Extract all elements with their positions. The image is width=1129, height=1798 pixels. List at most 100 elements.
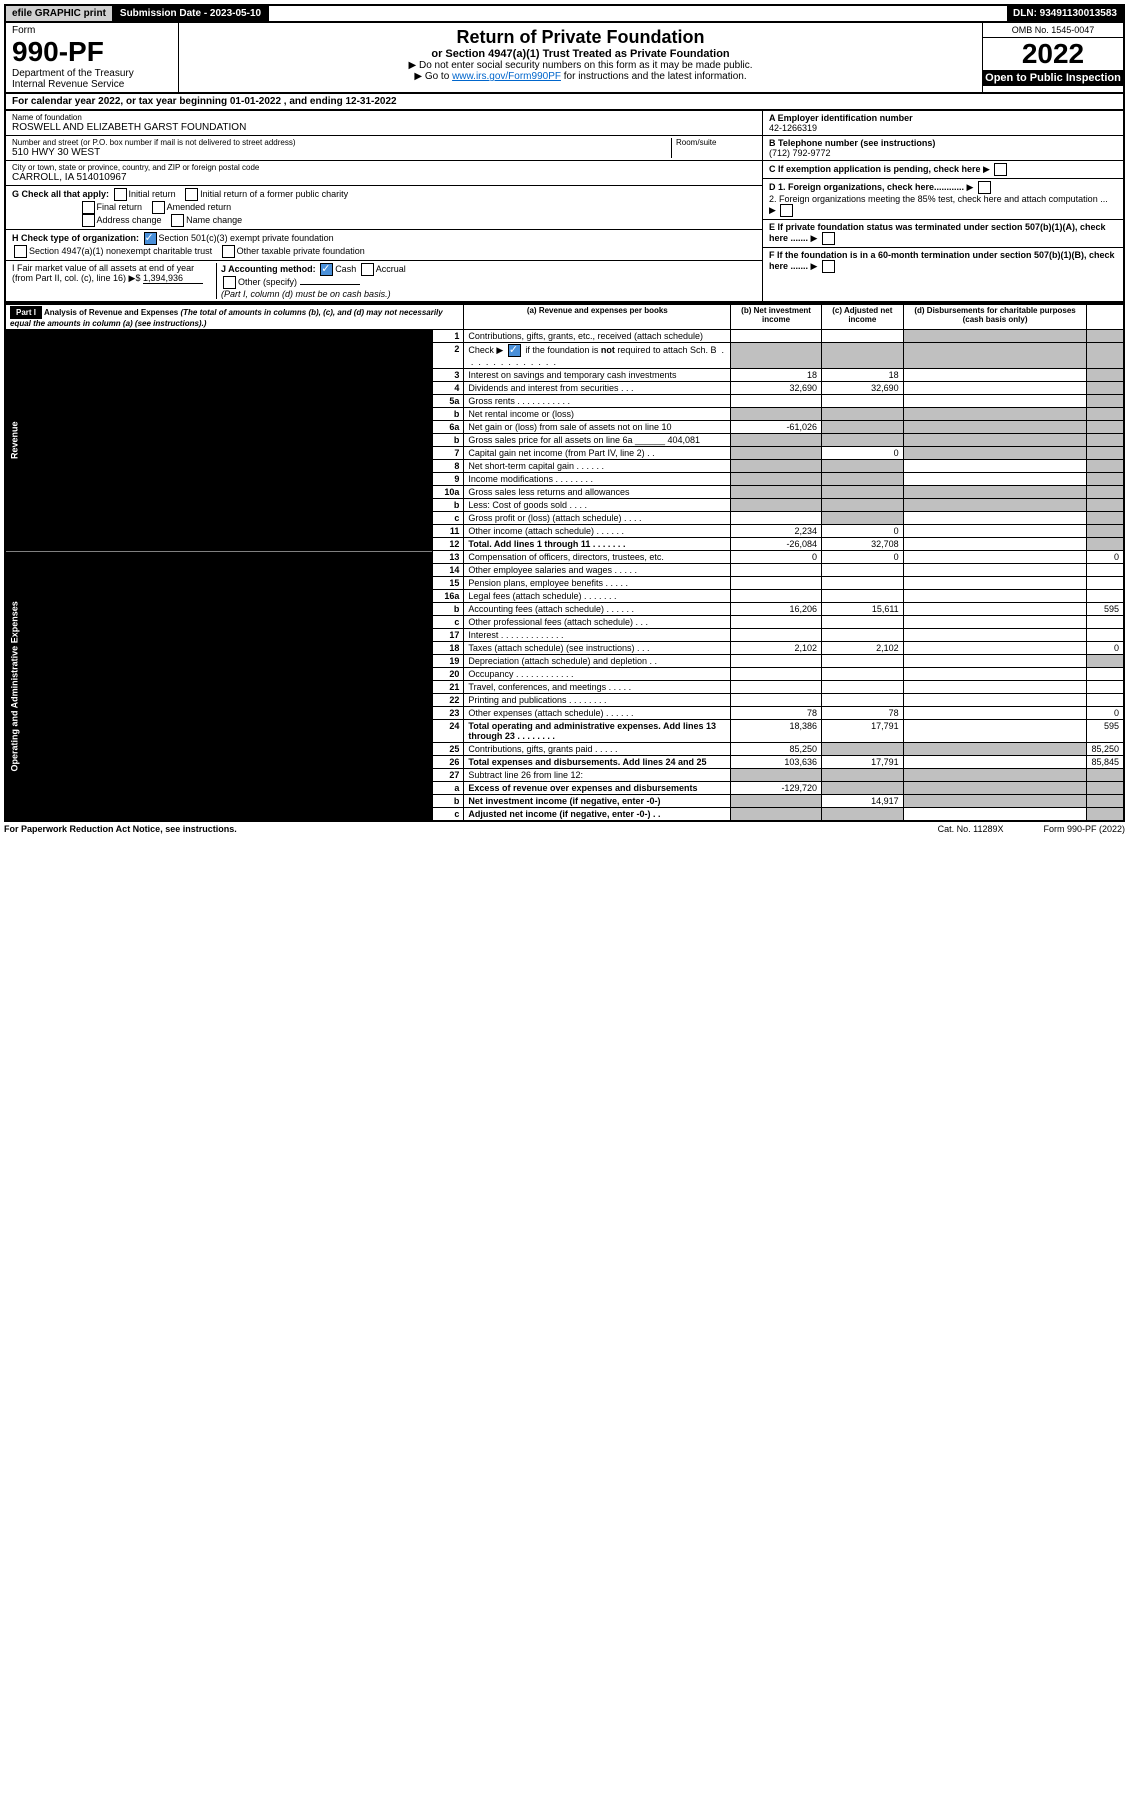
form-title: Return of Private Foundation xyxy=(183,27,978,48)
chk-other-method[interactable] xyxy=(223,276,236,289)
entity-info: Name of foundation ROSWELL AND ELIZABETH… xyxy=(4,111,1125,303)
part1-title: Analysis of Revenue and Expenses xyxy=(44,308,178,317)
line-num: 10a xyxy=(433,486,464,499)
line-desc: Check ▶ if the foundation is not require… xyxy=(464,343,731,369)
street-address: 510 HWY 30 WEST xyxy=(12,147,671,158)
line-desc: Other employee salaries and wages . . . … xyxy=(464,564,731,577)
line-desc: Total. Add lines 1 through 11 . . . . . … xyxy=(464,538,731,551)
line-num: 20 xyxy=(433,668,464,681)
line-num: 5a xyxy=(433,395,464,408)
line-num: c xyxy=(433,616,464,629)
line-num: 17 xyxy=(433,629,464,642)
col-b: (b) Net investment income xyxy=(731,304,822,330)
line-desc: Net investment income (if negative, ente… xyxy=(464,795,731,808)
irs: Internal Revenue Service xyxy=(12,79,172,90)
chk-initial[interactable] xyxy=(114,188,127,201)
form-number: 990-PF xyxy=(12,36,172,68)
line-desc: Legal fees (attach schedule) . . . . . .… xyxy=(464,590,731,603)
chk-4947[interactable] xyxy=(14,245,27,258)
chk-amended[interactable] xyxy=(152,201,165,214)
chk-schb[interactable] xyxy=(508,344,521,357)
line-desc: Interest . . . . . . . . . . . . . xyxy=(464,629,731,642)
calendar-year: For calendar year 2022, or tax year begi… xyxy=(4,94,1125,111)
chk-e[interactable] xyxy=(822,232,835,245)
line-desc: Other professional fees (attach schedule… xyxy=(464,616,731,629)
chk-d1[interactable] xyxy=(978,181,991,194)
top-bar: efile GRAPHIC print Submission Date - 20… xyxy=(4,4,1125,23)
line-desc: Compensation of officers, directors, tru… xyxy=(464,551,731,564)
note-ssn: ▶ Do not enter social security numbers o… xyxy=(183,60,978,71)
part1-table: Part I Analysis of Revenue and Expenses … xyxy=(4,303,1125,822)
submission-date: Submission Date - 2023-05-10 xyxy=(114,6,269,21)
chk-f[interactable] xyxy=(822,260,835,273)
chk-501c3[interactable] xyxy=(144,232,157,245)
tel-label: B Telephone number (see instructions) xyxy=(769,138,1117,148)
line-num: 8 xyxy=(433,460,464,473)
line-desc: Net short-term capital gain . . . . . . xyxy=(464,460,731,473)
chk-d2[interactable] xyxy=(780,204,793,217)
footer: For Paperwork Reduction Act Notice, see … xyxy=(4,822,1125,834)
line-desc: Other expenses (attach schedule) . . . .… xyxy=(464,707,731,720)
line-num: 4 xyxy=(433,382,464,395)
dln: DLN: 93491130013583 xyxy=(1007,6,1123,21)
line-num: 6a xyxy=(433,421,464,434)
line-num: 11 xyxy=(433,525,464,538)
line-num: b xyxy=(433,795,464,808)
line-desc: Interest on savings and temporary cash i… xyxy=(464,369,731,382)
chk-c[interactable] xyxy=(994,163,1007,176)
line-desc: Contributions, gifts, grants paid . . . … xyxy=(464,743,731,756)
line-num: 14 xyxy=(433,564,464,577)
line-desc: Gross sales less returns and allowances xyxy=(464,486,731,499)
line-num: 26 xyxy=(433,756,464,769)
chk-accrual[interactable] xyxy=(361,263,374,276)
line-desc: Gross profit or (loss) (attach schedule)… xyxy=(464,512,731,525)
chk-addrchg[interactable] xyxy=(82,214,95,227)
chk-initial-former[interactable] xyxy=(185,188,198,201)
chk-final[interactable] xyxy=(82,201,95,214)
efile-label[interactable]: efile GRAPHIC print xyxy=(6,6,114,21)
foundation-name: ROSWELL AND ELIZABETH GARST FOUNDATION xyxy=(12,122,756,133)
chk-other-tax[interactable] xyxy=(222,245,235,258)
ein-value: 42-1266319 xyxy=(769,123,1117,133)
col-d: (d) Disbursements for charitable purpose… xyxy=(903,304,1087,330)
line-num: b xyxy=(433,408,464,421)
ein-label: A Employer identification number xyxy=(769,113,1117,123)
line-desc: Net rental income or (loss) xyxy=(464,408,731,421)
city-label: City or town, state or province, country… xyxy=(12,163,756,172)
line-desc: Gross rents . . . . . . . . . . . xyxy=(464,395,731,408)
line-num: 19 xyxy=(433,655,464,668)
line-num: 9 xyxy=(433,473,464,486)
line-num: 25 xyxy=(433,743,464,756)
city-state-zip: CARROLL, IA 514010967 xyxy=(12,172,756,183)
line-desc: Adjusted net income (if negative, enter … xyxy=(464,808,731,822)
line-num: 7 xyxy=(433,447,464,460)
form-link[interactable]: www.irs.gov/Form990PF xyxy=(452,71,561,82)
open-public: Open to Public Inspection xyxy=(983,70,1123,86)
line-num: 18 xyxy=(433,642,464,655)
line-num: 15 xyxy=(433,577,464,590)
line-desc: Accounting fees (attach schedule) . . . … xyxy=(464,603,731,616)
note-goto: ▶ Go to www.irs.gov/Form990PF for instru… xyxy=(183,71,978,82)
g-label: G Check all that apply: xyxy=(12,189,109,199)
line-desc: Other income (attach schedule) . . . . .… xyxy=(464,525,731,538)
col-a: (a) Revenue and expenses per books xyxy=(464,304,731,330)
line-desc: Pension plans, employee benefits . . . .… xyxy=(464,577,731,590)
part1-header: Part I xyxy=(10,306,42,319)
line-desc: Income modifications . . . . . . . . xyxy=(464,473,731,486)
line-num: b xyxy=(433,603,464,616)
line-desc: Depreciation (attach schedule) and deple… xyxy=(464,655,731,668)
line-num: c xyxy=(433,808,464,822)
col-c: (c) Adjusted net income xyxy=(821,304,903,330)
j-label: J Accounting method: xyxy=(221,264,316,274)
line-desc: Contributions, gifts, grants, etc., rece… xyxy=(464,330,731,343)
f-label: F If the foundation is in a 60-month ter… xyxy=(769,250,1115,271)
line-desc: Total expenses and disbursements. Add li… xyxy=(464,756,731,769)
line-num: 27 xyxy=(433,769,464,782)
c-label: C If exemption application is pending, c… xyxy=(769,164,981,174)
paperwork-notice: For Paperwork Reduction Act Notice, see … xyxy=(4,824,237,834)
line-num: b xyxy=(433,434,464,447)
chk-namechg[interactable] xyxy=(171,214,184,227)
line-num: 21 xyxy=(433,681,464,694)
line-num: 2 xyxy=(433,343,464,369)
chk-cash[interactable] xyxy=(320,263,333,276)
